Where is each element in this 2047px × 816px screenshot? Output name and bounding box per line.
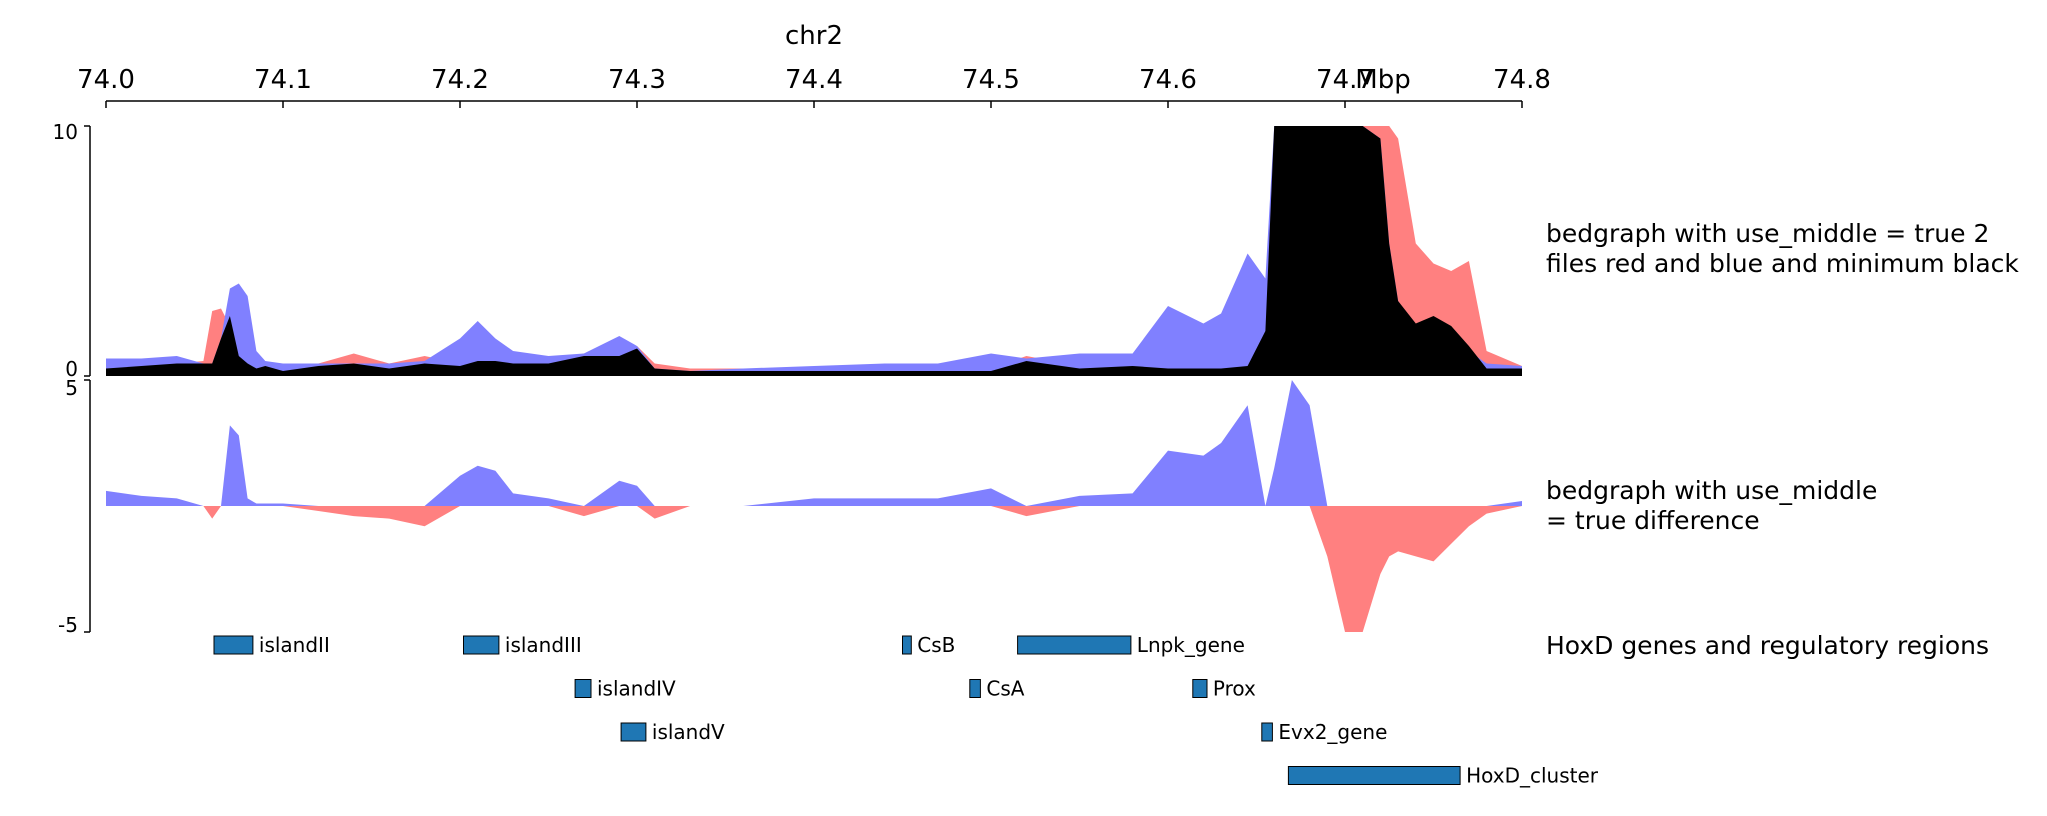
gene-feature-label: Evx2_gene: [1278, 720, 1387, 744]
gene-feature-box: [574, 679, 592, 698]
track-label: bedgraph with use_middle = true differen…: [1546, 476, 1885, 535]
difference-areas: [106, 380, 1522, 632]
gene-feature-box: [969, 679, 981, 698]
x-tick-label: 74.3: [608, 65, 666, 95]
track-label-line-2: = true difference: [1546, 506, 1760, 535]
gene-feature-label: islandV: [652, 720, 725, 744]
x-tick-label: 74.5: [962, 65, 1020, 95]
axis-title: chr2: [785, 21, 843, 51]
gene-feature-box: [620, 722, 647, 742]
gene-feature-label: islandIV: [597, 677, 676, 701]
area-file2: [106, 126, 1522, 376]
gene-feature-label: Lnpk_gene: [1137, 633, 1245, 657]
gene-feature-label: CsB: [917, 633, 955, 657]
x-tick-label: 74.2: [431, 65, 489, 95]
gene-feature-label: islandIII: [505, 633, 582, 657]
area-minimum: [106, 126, 1522, 376]
area-negative-difference: [106, 506, 1522, 632]
gene-feature-box: [213, 635, 254, 655]
axis-unit-label: Mbp: [1355, 65, 1410, 95]
x-axis: chr2 Mbp 74.0 74.1 74.2 74.3 74.4 74.5 74.6 74.…: [77, 21, 1551, 108]
x-tick-label: 74.7: [1316, 65, 1374, 95]
gene-feature-label: Prox: [1213, 677, 1256, 701]
gene-feature-box: [1261, 722, 1273, 742]
genes-track: HoxD genes and regulatory regions island…: [213, 631, 1989, 788]
gene-feature-box: [1017, 635, 1132, 655]
bedgraph-areas: [106, 126, 1522, 376]
gene-feature-box: [1287, 766, 1461, 785]
x-tick-label: 74.1: [254, 65, 312, 95]
gene-feature-box: [463, 635, 500, 655]
track-label-line-1: bedgraph with use_middle: [1546, 476, 1877, 505]
y-tick-label-top: 10: [53, 120, 78, 144]
y-tick-label-bottom: -5: [58, 613, 78, 637]
bedgraph-two-files-track: 10 0 bedgraph with use_middle = true 2 f…: [53, 120, 2020, 381]
gene-features: islandII islandIII CsB Lnpk_gene islandIV CsA…: [213, 633, 1599, 788]
gene-feature-label: HoxD_cluster: [1466, 764, 1599, 788]
x-tick-label: 74.6: [1139, 65, 1197, 95]
area-positive-difference: [106, 380, 1522, 506]
bedgraph-difference-track: 5 -5 bedgraph with use_middle = true dif…: [58, 376, 1885, 637]
x-tick-label: 74.0: [77, 65, 135, 95]
track-label: HoxD genes and regulatory regions: [1546, 631, 1989, 660]
y-tick-label-bottom: 0: [65, 357, 78, 381]
gene-feature-label: islandII: [259, 633, 330, 657]
gene-feature-box: [902, 635, 912, 655]
y-tick-label-top: 5: [65, 376, 78, 400]
track-label: bedgraph with use_middle = true 2 files …: [1546, 219, 2019, 278]
x-tick-label: 74.8: [1493, 65, 1551, 95]
x-tick-label: 74.4: [785, 65, 843, 95]
track-label-line-2: files red and blue and minimum black: [1546, 249, 2019, 278]
gene-feature-box: [1192, 679, 1208, 698]
track-label-line-1: bedgraph with use_middle = true 2: [1546, 219, 1989, 248]
gene-feature-label: CsA: [986, 677, 1024, 701]
